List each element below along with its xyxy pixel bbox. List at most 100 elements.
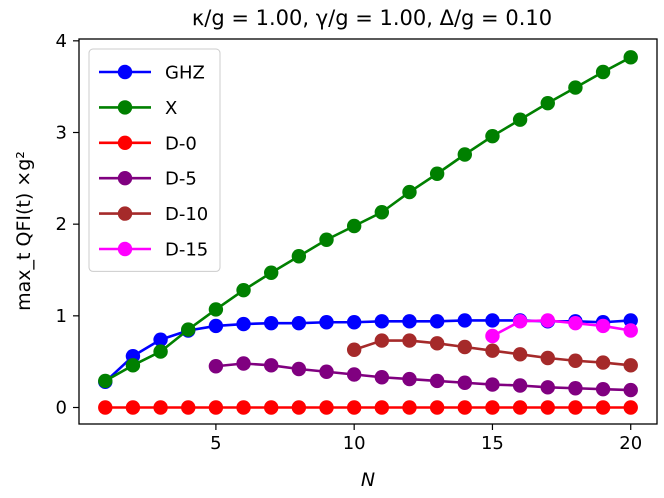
data-point-d-10: [568, 353, 583, 368]
data-point-d-0: [319, 400, 334, 415]
legend-label: GHZ: [165, 63, 205, 84]
legend-marker: [117, 206, 133, 221]
data-point-d-10: [512, 347, 528, 362]
data-point-x: [595, 64, 611, 80]
legend-marker: [117, 171, 133, 186]
data-point-ghz: [346, 315, 362, 330]
data-point-ghz: [485, 313, 500, 328]
x-tick-label: 5: [210, 433, 221, 454]
data-point-d-0: [540, 400, 555, 415]
data-point-ghz: [208, 318, 224, 334]
data-point-x: [346, 218, 362, 234]
data-point-d-0: [595, 400, 611, 415]
data-point-d-5: [374, 370, 390, 385]
data-point-d-0: [429, 400, 445, 415]
data-point-x: [568, 80, 583, 95]
data-point-ghz: [291, 315, 307, 331]
series-ghz: [98, 313, 638, 390]
legend-item-d-10: D-10: [99, 204, 208, 225]
data-point-ghz: [236, 316, 251, 332]
data-point-d-0: [512, 400, 528, 415]
data-point-ghz: [429, 314, 445, 329]
series-d-5: [208, 356, 638, 398]
legend-marker: [117, 135, 133, 150]
y-axis-label: max_t QFI(t) ×g²: [13, 151, 35, 311]
data-point-ghz: [319, 315, 334, 330]
data-point-d-5: [623, 382, 638, 398]
legend-item-x: X: [99, 98, 177, 119]
data-point-d-5: [457, 375, 472, 390]
legend-label: X: [165, 98, 177, 119]
data-point-d-5: [429, 373, 445, 389]
data-point-d-0: [402, 400, 417, 415]
data-point-x: [429, 166, 445, 181]
data-point-x: [623, 50, 638, 65]
y-tick-label: 1: [56, 306, 67, 327]
data-point-d-5: [595, 381, 611, 397]
data-point-d-5: [291, 361, 307, 377]
data-point-x: [402, 184, 417, 200]
data-point-d-0: [153, 400, 168, 415]
data-point-d-0: [236, 400, 251, 415]
data-point-d-10: [540, 350, 555, 366]
data-point-x: [457, 147, 472, 162]
data-point-ghz: [623, 313, 638, 328]
data-point-d-15: [568, 315, 583, 331]
data-point-d-0: [98, 400, 113, 415]
series-d-0: [98, 400, 638, 415]
data-point-x: [291, 249, 307, 264]
data-point-d-0: [208, 400, 224, 415]
axes-frame: [78, 38, 658, 425]
data-point-ghz: [374, 314, 390, 329]
data-point-d-5: [512, 378, 528, 393]
data-point-d-10: [485, 343, 500, 358]
data-point-d-10: [623, 358, 638, 373]
data-point-d-15: [540, 313, 555, 328]
data-point-d-5: [264, 358, 279, 373]
data-point-d-0: [291, 400, 307, 415]
plot-area: [98, 50, 638, 415]
data-point-d-5: [236, 356, 251, 371]
data-point-d-0: [125, 400, 141, 415]
data-point-d-0: [181, 400, 196, 415]
legend-item-ghz: GHZ: [99, 63, 205, 84]
x-tick-label: 15: [481, 433, 504, 454]
x-axis: 5 10 15 20: [210, 424, 642, 454]
series-d-15: [485, 313, 638, 344]
data-point-x: [181, 322, 196, 337]
legend-marker: [117, 100, 133, 115]
data-point-d-5: [485, 377, 500, 392]
data-point-d-15: [595, 318, 611, 334]
y-tick-label: 0: [56, 398, 67, 419]
legend-label: D-10: [165, 204, 208, 225]
data-point-d-10: [374, 333, 390, 348]
data-point-ghz: [457, 313, 472, 328]
series-d-10: [346, 333, 638, 373]
x-axis-label: N: [361, 469, 375, 491]
y-tick-label: 2: [56, 214, 67, 235]
data-point-x: [540, 95, 555, 111]
data-point-x: [125, 358, 141, 373]
data-point-d-0: [264, 400, 279, 415]
y-tick-label: 3: [56, 123, 67, 144]
data-point-x: [264, 265, 279, 280]
data-point-d-15: [485, 328, 500, 344]
legend-item-d-0: D-0: [99, 133, 197, 154]
data-point-ghz: [264, 315, 279, 331]
data-point-d-5: [540, 380, 555, 395]
data-point-d-5: [568, 381, 583, 396]
legend-item-d-5: D-5: [99, 169, 197, 190]
data-point-d-0: [568, 400, 583, 415]
legend: GHZ X D-0 D-5 D-10 D-15: [88, 48, 221, 272]
data-point-x: [153, 344, 168, 359]
data-point-x: [98, 373, 113, 389]
data-point-d-10: [346, 342, 362, 357]
data-point-x: [374, 205, 390, 220]
data-point-d-0: [457, 400, 472, 415]
data-point-d-0: [374, 400, 390, 415]
data-point-d-15: [623, 323, 638, 338]
data-point-d-5: [346, 367, 362, 382]
legend-label: D-15: [165, 240, 208, 261]
data-point-d-15: [512, 314, 528, 329]
